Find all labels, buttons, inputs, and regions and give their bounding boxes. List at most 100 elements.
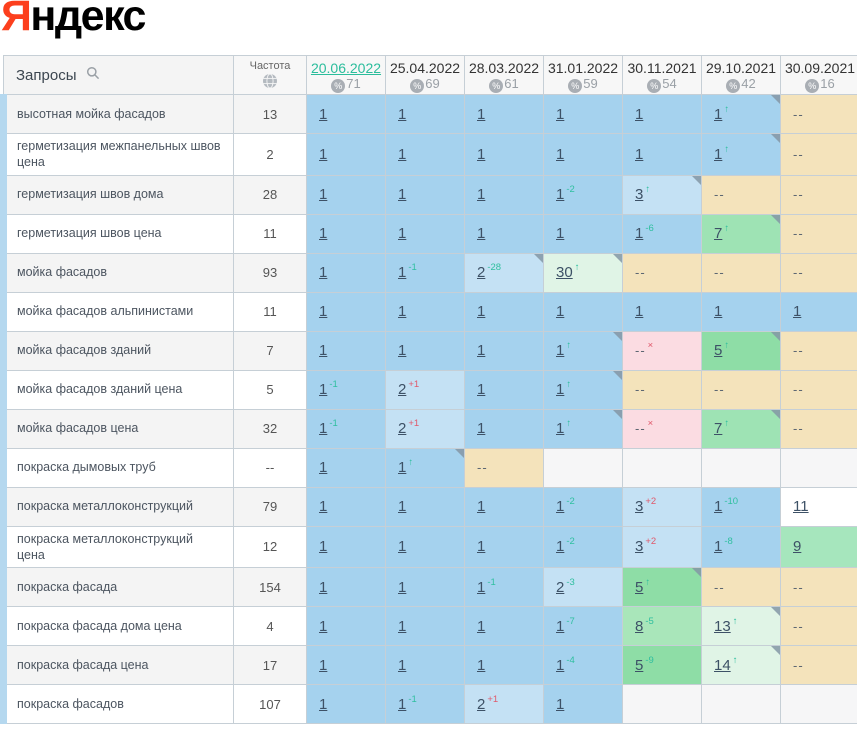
position-value[interactable]: 1 xyxy=(477,105,486,123)
position-value[interactable]: 5 xyxy=(635,578,644,596)
position-value[interactable]: 1 xyxy=(556,498,565,515)
position-value[interactable]: 1 xyxy=(398,538,407,556)
position-value[interactable]: 1 xyxy=(319,656,328,674)
position-value[interactable]: 1 xyxy=(398,186,407,203)
position-value[interactable]: 1 xyxy=(556,617,565,635)
position-value[interactable]: 2 xyxy=(477,264,486,281)
position-value[interactable]: 1 xyxy=(556,381,565,398)
position-value[interactable]: 5 xyxy=(714,342,723,359)
position-value[interactable]: 1 xyxy=(556,303,565,320)
position-value[interactable]: 1 xyxy=(556,420,565,437)
position-value[interactable]: 1 xyxy=(398,342,407,359)
date-link[interactable]: 30.11.2021 xyxy=(627,60,697,76)
position-value[interactable]: 9 xyxy=(793,538,802,556)
search-icon[interactable] xyxy=(86,66,100,84)
position-value[interactable]: 1 xyxy=(319,617,328,635)
query-cell[interactable]: герметизация межпанельных швов цена xyxy=(0,133,234,176)
position-value[interactable]: 1 xyxy=(477,578,486,596)
position-value[interactable]: 1 xyxy=(398,498,407,515)
position-value[interactable]: 1 xyxy=(635,105,644,123)
position-value[interactable]: 1 xyxy=(556,538,565,556)
position-value[interactable]: 1 xyxy=(477,420,486,437)
query-cell[interactable]: покраска металлоконструкций цена xyxy=(0,525,234,568)
position-value[interactable]: 8 xyxy=(635,617,644,635)
position-value[interactable]: 1 xyxy=(319,264,328,281)
globe-icon[interactable] xyxy=(234,73,306,92)
position-value[interactable]: 1 xyxy=(319,420,328,437)
query-cell[interactable]: мойка фасадов цена xyxy=(0,408,234,449)
position-value[interactable]: 1 xyxy=(319,145,328,163)
position-value[interactable]: 3 xyxy=(635,186,644,203)
position-value[interactable]: 1 xyxy=(556,656,565,674)
date-link[interactable]: 31.01.2022 xyxy=(547,60,619,76)
position-value[interactable]: 1 xyxy=(477,342,486,359)
query-cell[interactable]: покраска дымовых труб xyxy=(0,447,234,488)
query-cell[interactable]: покраска металлоконструкций xyxy=(0,486,234,527)
position-value[interactable]: 2 xyxy=(477,695,486,713)
date-link[interactable]: 25.04.2022 xyxy=(389,60,461,76)
position-value[interactable]: 7 xyxy=(714,420,723,437)
position-value[interactable]: 1 xyxy=(319,498,328,515)
query-cell[interactable]: герметизация швов дома xyxy=(0,174,234,215)
position-value[interactable]: 1 xyxy=(714,498,723,515)
position-value[interactable]: 1 xyxy=(477,381,486,398)
position-value[interactable]: 1 xyxy=(556,695,565,713)
query-cell[interactable]: герметизация швов цена xyxy=(0,213,234,254)
query-cell[interactable]: мойка фасадов зданий цена xyxy=(0,369,234,410)
position-value[interactable]: 1 xyxy=(319,105,328,123)
date-link[interactable]: 20.06.2022 xyxy=(310,60,382,76)
query-cell[interactable]: высотная мойка фасадов xyxy=(0,94,234,134)
position-value[interactable]: 3 xyxy=(635,498,644,515)
query-cell[interactable]: мойка фасадов зданий xyxy=(0,330,234,371)
position-value[interactable]: 1 xyxy=(477,145,486,163)
position-value[interactable]: 1 xyxy=(398,264,407,281)
position-value[interactable]: 1 xyxy=(319,186,328,203)
position-value[interactable]: 1 xyxy=(477,656,486,674)
date-link[interactable]: 28.03.2022 xyxy=(468,60,540,76)
position-value[interactable]: 1 xyxy=(556,145,565,163)
position-value[interactable]: 1 xyxy=(714,105,723,123)
position-value[interactable]: 13 xyxy=(714,617,731,635)
query-cell[interactable]: мойка фасадов альпинистами xyxy=(0,291,234,332)
position-value[interactable]: 1 xyxy=(556,186,565,203)
position-value[interactable]: 1 xyxy=(319,381,328,398)
position-value[interactable]: 1 xyxy=(635,225,644,242)
position-value[interactable]: 1 xyxy=(477,303,486,320)
position-value[interactable]: 5 xyxy=(635,656,644,674)
query-cell[interactable]: покраска фасада цена xyxy=(0,645,234,685)
position-value[interactable]: 7 xyxy=(714,225,723,242)
position-value[interactable]: 1 xyxy=(398,617,407,635)
position-value[interactable]: 1 xyxy=(398,578,407,596)
position-value[interactable]: 30 xyxy=(556,264,573,281)
position-value[interactable]: 1 xyxy=(319,578,328,596)
date-link[interactable]: 30.09.2021 xyxy=(784,60,856,76)
position-value[interactable]: 1 xyxy=(477,538,486,556)
query-cell[interactable]: покраска фасадов xyxy=(0,684,234,724)
position-value[interactable]: 1 xyxy=(477,225,486,242)
position-value[interactable]: 1 xyxy=(398,105,407,123)
position-value[interactable]: 1 xyxy=(398,303,407,320)
position-value[interactable]: 1 xyxy=(714,145,723,163)
query-cell[interactable]: покраска фасада xyxy=(0,567,234,607)
position-value[interactable]: 1 xyxy=(398,656,407,674)
position-value[interactable]: 11 xyxy=(793,498,809,515)
position-value[interactable]: 2 xyxy=(398,420,407,437)
position-value[interactable]: 1 xyxy=(319,538,328,556)
position-value[interactable]: 1 xyxy=(714,538,723,556)
yandex-logo[interactable]: Яндекс xyxy=(1,0,146,42)
position-value[interactable]: 1 xyxy=(477,498,486,515)
position-value[interactable]: 1 xyxy=(319,459,328,476)
position-value[interactable]: 1 xyxy=(556,225,565,242)
position-value[interactable]: 1 xyxy=(477,186,486,203)
position-value[interactable]: 2 xyxy=(398,381,407,398)
date-link[interactable]: 29.10.2021 xyxy=(705,60,777,76)
position-value[interactable]: 1 xyxy=(635,145,644,163)
position-value[interactable]: 1 xyxy=(556,105,565,123)
position-value[interactable]: 1 xyxy=(319,303,328,320)
position-value[interactable]: 1 xyxy=(398,459,407,476)
position-value[interactable]: 2 xyxy=(556,578,565,596)
position-value[interactable]: 1 xyxy=(635,303,644,320)
position-value[interactable]: 14 xyxy=(714,656,731,674)
position-value[interactable]: 1 xyxy=(714,303,723,320)
position-value[interactable]: 1 xyxy=(319,342,328,359)
